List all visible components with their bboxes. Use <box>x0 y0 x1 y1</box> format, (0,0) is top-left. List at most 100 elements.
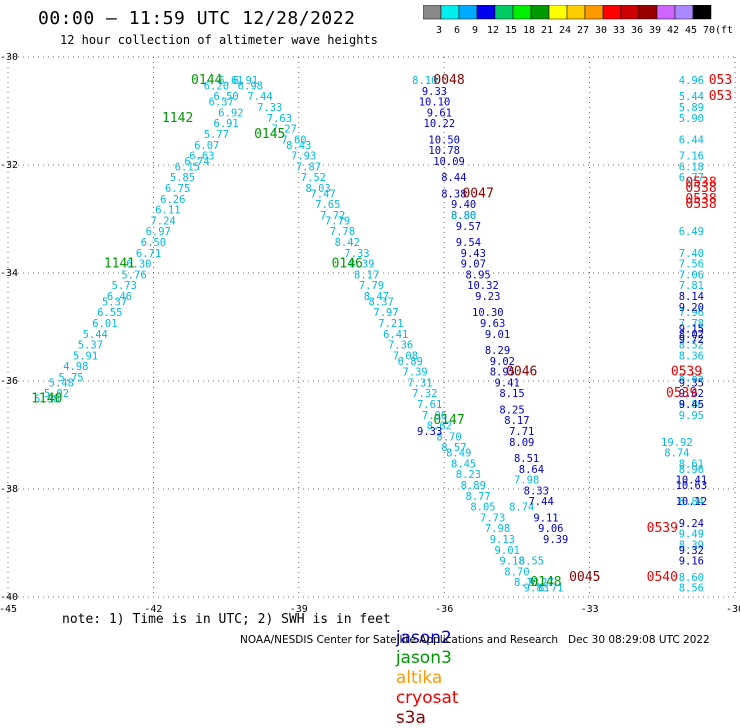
y-tick-label: -40 <box>0 592 18 603</box>
pass-time-label: 0539 <box>647 521 678 536</box>
page-subtitle: 12 hour collection of altimeter wave hei… <box>60 33 378 47</box>
wave-height-value: 8.73 <box>514 577 539 589</box>
colorbar-label: 15 <box>505 25 517 36</box>
wave-height-value: 9.11 <box>533 512 558 524</box>
pass-time-label: 1140 <box>31 392 62 407</box>
footer-credit: NOAA/NESDIS Center for Satellite Applica… <box>240 634 710 646</box>
wave-height-value: 8.70 <box>504 566 529 578</box>
wave-height-value: 8.39 <box>349 259 374 271</box>
wave-height-value: 7.78 <box>679 318 704 330</box>
pass-time-label: 053 <box>709 89 732 104</box>
wave-height-value: 8.02 <box>679 329 704 341</box>
wave-height-value: 7.78 <box>330 226 355 238</box>
wave-height-value: 5.37 <box>78 340 103 352</box>
colorbar-label: 6 <box>454 25 460 36</box>
pass-time-label: 0144 <box>191 73 222 88</box>
wave-height-value: 7.21 <box>378 318 403 330</box>
wave-height-value: 9.24 <box>679 518 704 530</box>
wave-height-value: 8.86 <box>679 399 704 411</box>
wave-height-value: 5.91 <box>73 350 98 362</box>
satellite-legend: jason2 jason3 altika cryosat s3a <box>385 608 469 728</box>
wave-height-value: 8.14 <box>679 291 704 303</box>
wave-height-value: 8.23 <box>456 469 481 481</box>
wave-height-value: 7.96 <box>679 307 704 319</box>
wave-height-value: 7.97 <box>373 307 398 319</box>
wave-height-value: 9.83 <box>524 583 549 595</box>
wave-height-value: 9.13 <box>490 534 515 546</box>
wave-height-value: 9.33 <box>417 426 442 438</box>
wave-height-value: 10.30 <box>472 307 504 319</box>
wave-height-value: 6.07 <box>194 140 219 152</box>
wave-height-value: 5.73 <box>112 280 137 292</box>
wave-height-value: 8.17 <box>354 269 379 281</box>
wave-height-value: 6.30 <box>126 259 151 271</box>
wave-height-value: 5.02 <box>44 388 69 400</box>
wave-height-value: 7.52 <box>301 172 326 184</box>
wave-height-value: 5.48 <box>49 377 74 389</box>
wave-height-value: 6.63 <box>189 151 214 163</box>
wave-height-value: 7.60 <box>281 134 306 146</box>
wave-height-value: 5.75 <box>58 372 83 384</box>
colorbar-label: 45 <box>685 25 697 36</box>
colorbar-label: 12 <box>487 25 499 36</box>
pass-time-label: 1142 <box>162 111 193 126</box>
wave-height-value: 8.60 <box>679 572 704 584</box>
wave-height-value: 8.64 <box>519 464 544 476</box>
wave-height-value: 7.81 <box>679 280 704 292</box>
wave-height-value: 6.97 <box>146 226 171 238</box>
wave-height-value: 6.46 <box>107 291 132 303</box>
wave-height-value: 7.87 <box>296 161 321 173</box>
colorbar-label: 33 <box>613 25 625 36</box>
pass-time-label: 0538 <box>685 192 716 207</box>
colorbar-label: (ft) <box>715 25 735 36</box>
wave-height-value: 6.92 <box>218 107 243 119</box>
wave-height-value: 7.32 <box>412 388 437 400</box>
wave-height-value: 8.09 <box>509 437 534 449</box>
wave-height-value: 6.71 <box>538 583 563 595</box>
colorbar-label: 18 <box>523 25 535 36</box>
wave-height-value: 6.15 <box>175 161 200 173</box>
wave-height-value: 5.85 <box>170 172 195 184</box>
wave-height-value: 8.49 <box>446 448 471 460</box>
wave-height-value: 8.61 <box>679 458 704 470</box>
wave-height-value: 8.44 <box>441 172 466 184</box>
wave-height-value: 8.05 <box>470 502 495 514</box>
colorbar-label: 36 <box>631 25 643 36</box>
wave-height-map: -45 -42 -39 -36 -33 -30 -30 -32 -34 -36 -38 -40 6.61… <box>0 52 740 615</box>
wave-height-value: 7.33 <box>257 102 282 114</box>
pass-time-label: 0048 <box>433 73 464 88</box>
wave-height-value: 6.50 <box>213 91 238 103</box>
wave-height-value: 6.91 <box>213 118 238 130</box>
wave-height-value: 5.90 <box>679 113 704 125</box>
wave-height-value: 6.26 <box>160 194 185 206</box>
wave-height-value: 8.77 <box>465 491 490 503</box>
x-tick-label: -45 <box>0 604 17 615</box>
wave-height-value: 9.15 <box>679 323 704 335</box>
wave-height-value: 6.41 <box>383 329 408 341</box>
wave-height-value: 9.23 <box>475 291 500 303</box>
wave-height-value: 10.78 <box>428 145 460 157</box>
wave-height-value: 8.03 <box>306 183 331 195</box>
wave-height-value: 7.27 <box>272 124 297 136</box>
wave-height-value: 6.20 <box>204 80 229 92</box>
pass-time-label: 0148 <box>530 575 561 590</box>
pass-time-label: 0538 <box>685 197 716 212</box>
wave-height-value: 10.09 <box>433 156 465 168</box>
wave-height-value: 9.40 <box>451 199 476 211</box>
pass-time-label: 0045 <box>569 570 600 585</box>
wave-height-value: 8.25 <box>499 404 524 416</box>
pass-time-label: 0538 <box>685 176 716 191</box>
wave-height-value: 8.39 <box>679 539 704 551</box>
legend-altika: altika <box>395 668 443 688</box>
y-tick-label: -32 <box>0 160 18 171</box>
wave-height-value: 7.44 <box>528 496 553 508</box>
wave-height-value: 7.47 <box>310 188 335 200</box>
wave-height-value: 8.62 <box>427 421 452 433</box>
wave-height-value: 6.37 <box>209 97 234 109</box>
wave-height-value: 7.71 <box>509 426 534 438</box>
wave-height-value: 9.63 <box>480 318 505 330</box>
wave-height-value: 7.16 <box>679 151 704 163</box>
wave-height-value: 6.98 <box>238 80 263 92</box>
colorbar-label: 24 <box>559 25 571 36</box>
legend-jason3: jason3 <box>395 648 452 668</box>
